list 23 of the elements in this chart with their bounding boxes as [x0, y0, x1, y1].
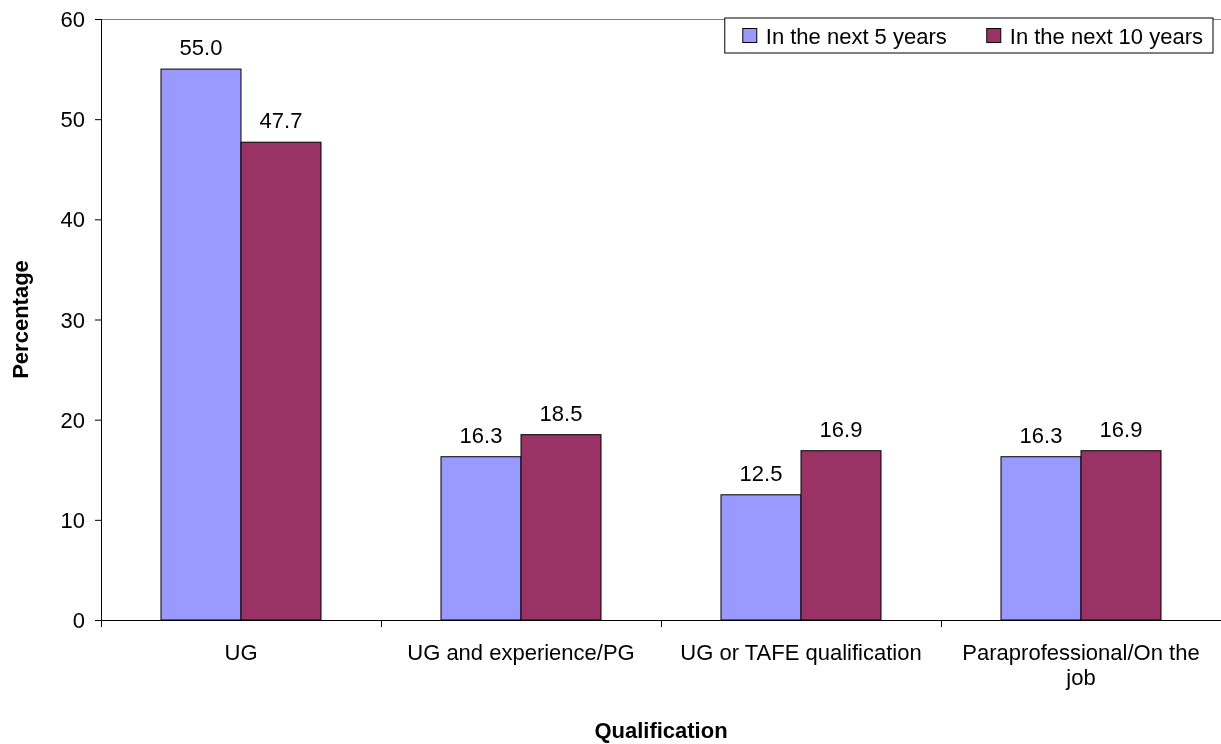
x-tick-label: UG or TAFE qualification: [680, 640, 922, 665]
data-label: 18.5: [539, 400, 583, 426]
y-tick-label: 50: [60, 107, 85, 133]
y-tick-label: 40: [60, 207, 85, 233]
data-label: 16.9: [1099, 416, 1143, 442]
data-label: 55.0: [179, 35, 223, 61]
x-tick-label: UG and experience/PG: [407, 640, 635, 665]
x-axis-title: Qualification: [594, 718, 728, 743]
y-tick-label: 10: [60, 507, 85, 533]
x-tick-label: UG: [224, 640, 258, 665]
y-tick-label: 60: [60, 7, 85, 32]
y-tick-label: 20: [60, 407, 85, 433]
data-label: 16.3: [459, 422, 503, 448]
data-label: 12.5: [739, 460, 783, 486]
data-label: 16.9: [819, 416, 863, 442]
legend-label: In the next 10 years: [1009, 23, 1203, 49]
y-axis-title: Percentage: [8, 260, 33, 379]
data-label: 47.7: [259, 108, 303, 134]
data-label: 16.3: [1019, 422, 1063, 448]
y-tick-label: 30: [60, 307, 85, 333]
x-tick-label: Paraprofessional/On the job: [962, 640, 1200, 690]
y-tick-label: 0: [72, 608, 85, 633]
legend-label: In the next 5 years: [765, 23, 947, 49]
